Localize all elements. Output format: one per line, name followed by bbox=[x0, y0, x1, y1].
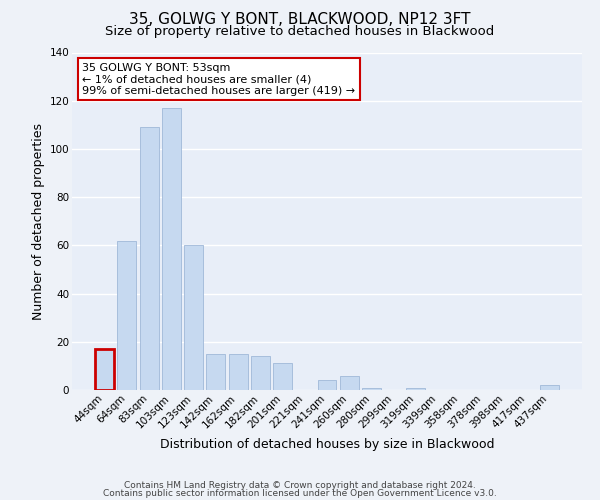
Text: 35, GOLWG Y BONT, BLACKWOOD, NP12 3FT: 35, GOLWG Y BONT, BLACKWOOD, NP12 3FT bbox=[129, 12, 471, 28]
Text: Contains HM Land Registry data © Crown copyright and database right 2024.: Contains HM Land Registry data © Crown c… bbox=[124, 481, 476, 490]
Bar bbox=[229, 354, 248, 390]
Bar bbox=[540, 385, 559, 390]
Bar bbox=[340, 376, 359, 390]
Bar bbox=[273, 364, 292, 390]
Bar bbox=[206, 354, 225, 390]
Bar bbox=[184, 246, 203, 390]
Y-axis label: Number of detached properties: Number of detached properties bbox=[32, 122, 46, 320]
Bar bbox=[118, 240, 136, 390]
Bar bbox=[140, 127, 158, 390]
Bar bbox=[317, 380, 337, 390]
Bar bbox=[95, 349, 114, 390]
Bar bbox=[406, 388, 425, 390]
Text: Size of property relative to detached houses in Blackwood: Size of property relative to detached ho… bbox=[106, 25, 494, 38]
Bar bbox=[362, 388, 381, 390]
Bar bbox=[251, 356, 270, 390]
X-axis label: Distribution of detached houses by size in Blackwood: Distribution of detached houses by size … bbox=[160, 438, 494, 451]
Text: 35 GOLWG Y BONT: 53sqm
← 1% of detached houses are smaller (4)
99% of semi-detac: 35 GOLWG Y BONT: 53sqm ← 1% of detached … bbox=[82, 62, 355, 96]
Text: Contains public sector information licensed under the Open Government Licence v3: Contains public sector information licen… bbox=[103, 488, 497, 498]
Bar bbox=[162, 108, 181, 390]
